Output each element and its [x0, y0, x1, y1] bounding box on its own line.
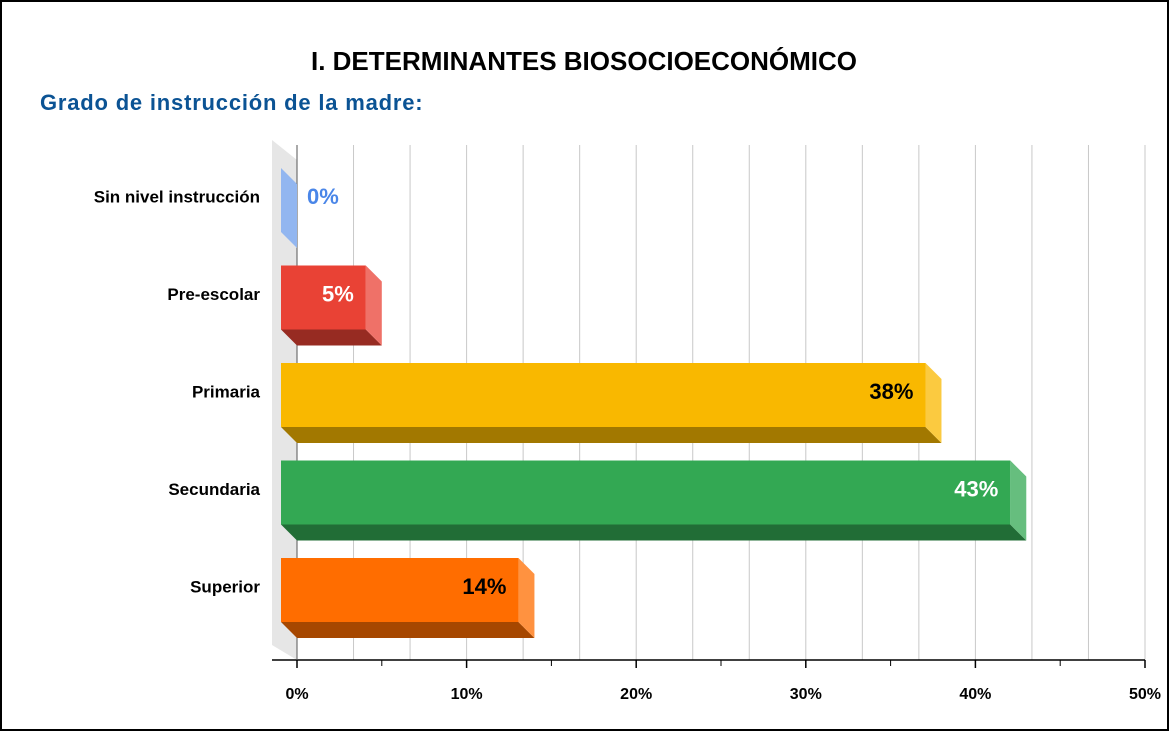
x-tick-label: 20% [620, 686, 652, 703]
bar-side [281, 168, 297, 248]
bar-bottom [281, 524, 1027, 541]
chart-subtitle: Grado de instrucción de la madre: [40, 90, 423, 115]
x-tick-label: 50% [1129, 686, 1161, 703]
bar-side [1010, 460, 1027, 541]
value-label: 43% [954, 476, 998, 501]
bar-bottom [281, 622, 535, 638]
bar [281, 363, 926, 427]
value-label: 0% [307, 184, 339, 209]
y-tick-label: Pre-escolar [167, 285, 260, 304]
bar-side [365, 265, 382, 346]
value-label: 38% [869, 379, 913, 404]
bar-side [518, 558, 535, 638]
x-tick-label: 40% [959, 686, 991, 703]
bar-bottom [281, 427, 942, 443]
bar [281, 460, 1011, 525]
x-tick-label: 30% [790, 686, 822, 703]
bar [281, 558, 519, 622]
chart-title: I. DETERMINANTES BIOSOCIOECONÓMICO [311, 46, 857, 76]
value-label: 5% [322, 281, 354, 306]
x-tick-label: 0% [285, 686, 308, 703]
y-tick-label: Primaria [192, 382, 261, 401]
bar-bottom [281, 329, 382, 346]
bar-side [925, 363, 942, 443]
y-tick-label: Superior [190, 577, 260, 596]
x-tick-label: 10% [451, 686, 483, 703]
y-tick-label: Secundaria [168, 480, 260, 499]
value-label: 14% [462, 574, 506, 599]
bar [281, 265, 366, 330]
y-tick-label: Sin nivel instrucción [94, 187, 260, 206]
